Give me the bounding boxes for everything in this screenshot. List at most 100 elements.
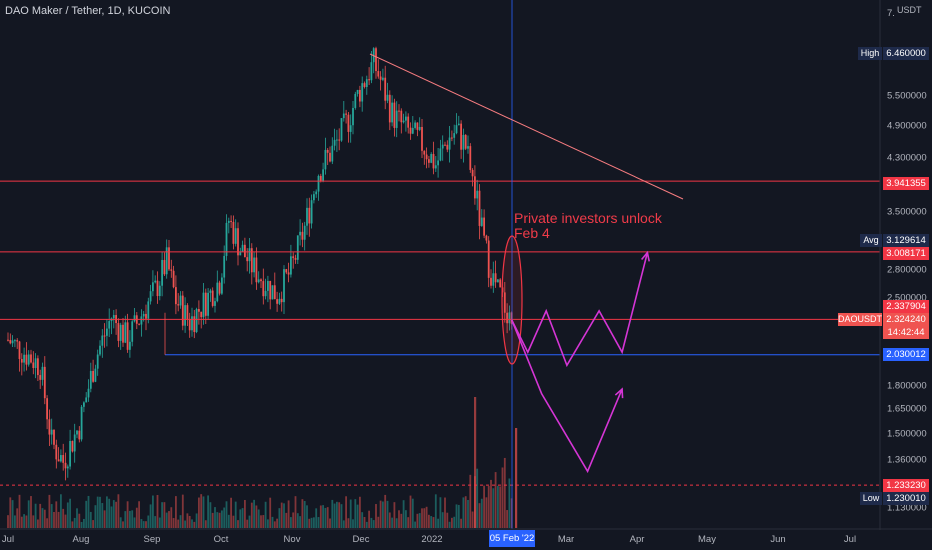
candle-body bbox=[474, 176, 476, 199]
candle-body bbox=[195, 309, 198, 333]
candle-body bbox=[232, 221, 235, 244]
volume-bar bbox=[66, 502, 69, 528]
volume-bar bbox=[345, 496, 347, 528]
volume-bar bbox=[407, 517, 410, 528]
volume-bar bbox=[225, 501, 228, 528]
candle-body bbox=[349, 125, 352, 132]
candle-body bbox=[230, 220, 232, 222]
time-tick: Dec bbox=[352, 534, 370, 545]
candle-body bbox=[377, 71, 380, 77]
time-tick: Jul bbox=[1, 534, 15, 545]
volume-bar bbox=[87, 495, 90, 528]
volume-bar bbox=[27, 500, 30, 528]
candle-body bbox=[287, 272, 290, 275]
candle-body bbox=[223, 255, 226, 278]
volume-bar bbox=[356, 504, 359, 528]
candle-body bbox=[301, 231, 304, 240]
candle-body bbox=[492, 273, 495, 286]
candle-body bbox=[292, 256, 295, 259]
volume-bar bbox=[227, 514, 230, 528]
candle-body bbox=[101, 335, 104, 346]
volume-bar bbox=[80, 521, 83, 528]
volume-bar bbox=[372, 520, 375, 528]
candle-body bbox=[439, 148, 442, 161]
volume-bar bbox=[365, 521, 368, 528]
resistance-tag-2: 3.008171 bbox=[883, 247, 929, 260]
volume-bar bbox=[382, 501, 384, 528]
candle-body bbox=[25, 354, 28, 365]
volume-bar bbox=[64, 514, 67, 528]
candle-body bbox=[207, 292, 209, 316]
candle-body bbox=[411, 127, 414, 134]
candle-body bbox=[418, 126, 421, 130]
candle-body bbox=[20, 358, 23, 363]
volume-bar bbox=[414, 521, 416, 528]
candle-body bbox=[43, 366, 46, 399]
price-tick: 1.360000 bbox=[887, 454, 927, 466]
volume-bar bbox=[37, 519, 39, 528]
time-tick: Jun bbox=[770, 534, 786, 545]
time-tick: Mar bbox=[557, 534, 575, 545]
annotation-text: Private investors unlock Feb 4 bbox=[514, 211, 662, 241]
price-tick: 2.800000 bbox=[887, 264, 927, 276]
volume-bar bbox=[368, 510, 370, 528]
candle-body bbox=[257, 279, 260, 283]
volume-bar bbox=[411, 498, 414, 528]
volume-bar bbox=[85, 500, 88, 528]
candle-body bbox=[46, 398, 48, 420]
candle-body bbox=[499, 279, 502, 288]
volume-bar bbox=[60, 494, 62, 528]
volume-bar bbox=[299, 516, 301, 528]
volume-bar bbox=[163, 502, 166, 528]
volume-bar bbox=[211, 512, 214, 528]
volume-bar bbox=[186, 513, 189, 528]
volume-bar bbox=[301, 499, 304, 528]
candle-body bbox=[469, 146, 472, 170]
volume-bar bbox=[492, 488, 495, 528]
candle-body bbox=[246, 257, 249, 262]
volume-bar bbox=[508, 478, 511, 528]
candle-body bbox=[276, 299, 278, 304]
candle-body bbox=[152, 282, 154, 292]
candle-body bbox=[218, 282, 221, 294]
volume-bar bbox=[271, 516, 274, 528]
last-price-tag: 2.324240 bbox=[883, 313, 929, 326]
candle-body bbox=[73, 434, 76, 452]
candle-body bbox=[262, 281, 265, 297]
avg-label: Avg bbox=[860, 234, 882, 247]
candle-body bbox=[338, 139, 341, 141]
candle-body bbox=[336, 139, 338, 141]
volume-bar bbox=[193, 521, 196, 528]
volume-bar bbox=[306, 505, 308, 528]
volume-bar bbox=[388, 512, 391, 528]
volume-bar bbox=[290, 517, 292, 528]
volume-bar bbox=[260, 515, 262, 528]
volume-bar bbox=[303, 500, 306, 528]
time-tick: Nov bbox=[283, 534, 301, 545]
volume-bar bbox=[221, 510, 223, 528]
candle-body bbox=[227, 220, 230, 223]
candle-body bbox=[310, 200, 313, 224]
candle-body bbox=[460, 123, 462, 150]
candle-body bbox=[471, 169, 474, 177]
candle-body bbox=[108, 321, 111, 329]
volume-bar bbox=[11, 500, 14, 528]
time-tick: 2022 bbox=[421, 534, 443, 545]
candle-body bbox=[267, 280, 269, 291]
candle-body bbox=[165, 247, 168, 275]
candle-body bbox=[425, 154, 428, 160]
volume-bar bbox=[209, 502, 212, 528]
volume-bar bbox=[432, 517, 435, 528]
volume-bar bbox=[326, 507, 329, 528]
candle-body bbox=[200, 311, 203, 318]
candle-body bbox=[184, 305, 186, 326]
candle-body bbox=[131, 321, 134, 342]
candle-body bbox=[94, 368, 97, 382]
volume-bar bbox=[483, 485, 485, 528]
prev-close-tag: 2.337904 bbox=[883, 300, 929, 313]
volume-bar bbox=[264, 501, 267, 528]
candle-body bbox=[103, 335, 106, 337]
candle-body bbox=[315, 191, 318, 195]
